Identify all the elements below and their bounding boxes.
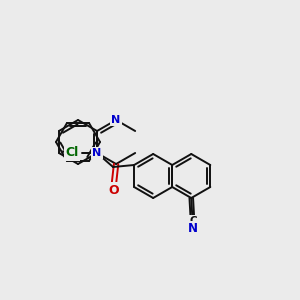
Text: N: N [188, 223, 198, 236]
Text: C: C [190, 216, 197, 226]
Text: N: N [112, 115, 121, 125]
Text: O: O [109, 184, 119, 196]
Text: N: N [92, 148, 102, 158]
Text: Cl: Cl [65, 146, 79, 160]
